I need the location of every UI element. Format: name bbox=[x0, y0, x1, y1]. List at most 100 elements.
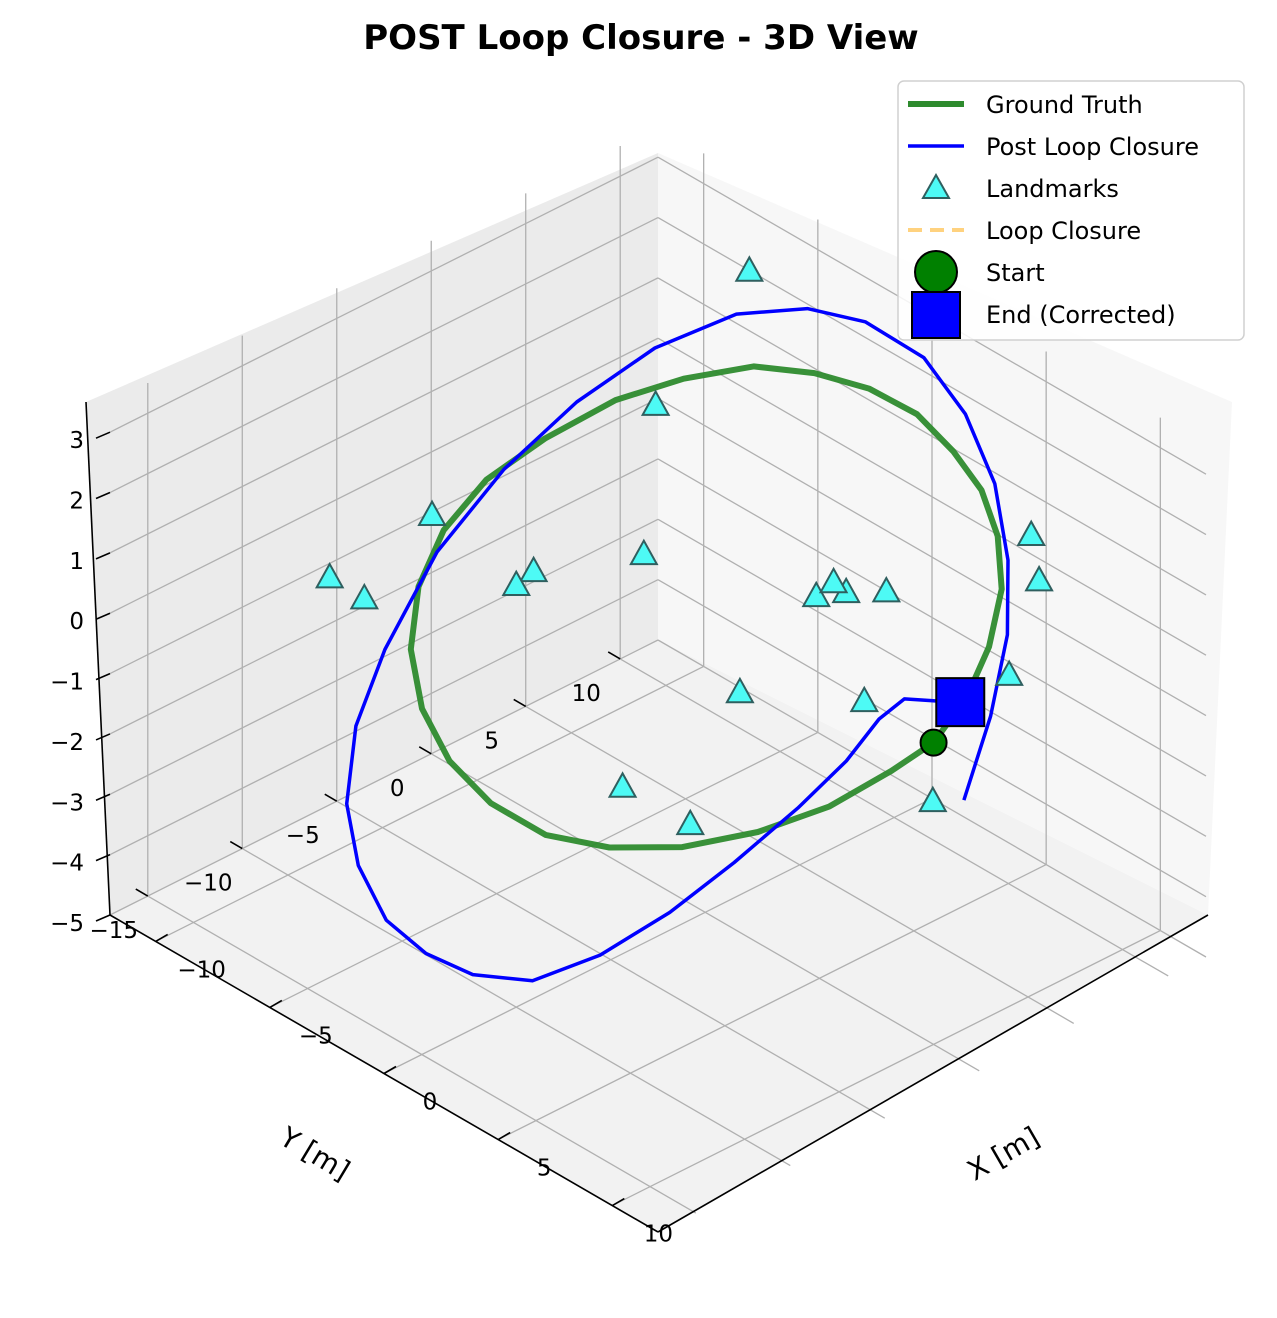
y-tick-label: 10 bbox=[572, 681, 601, 707]
x-tick-label: 0 bbox=[423, 1090, 438, 1116]
y-tick-mark bbox=[513, 698, 527, 708]
z-tick-label: −5 bbox=[50, 911, 84, 937]
legend-label: Loop Closure bbox=[986, 217, 1141, 245]
x-tick-label: 5 bbox=[537, 1156, 552, 1182]
grid-line-y-floor bbox=[147, 895, 697, 1214]
grid-line-z-right bbox=[657, 458, 1207, 777]
landmark-point bbox=[349, 582, 380, 610]
legend-key-triangle bbox=[921, 172, 951, 199]
grid-line-x-floor bbox=[269, 731, 819, 1009]
x-tick-mark bbox=[611, 1197, 625, 1207]
legend-label: Landmarks bbox=[986, 175, 1119, 203]
grid-line-x-floor bbox=[497, 863, 1047, 1141]
y-tick-mark bbox=[324, 793, 338, 802]
landmark-point bbox=[994, 659, 1024, 686]
landmark-point bbox=[818, 566, 849, 594]
grid-line-z-left bbox=[109, 579, 659, 856]
grid-line-y-floor bbox=[430, 753, 980, 1072]
x-tick-mark bbox=[497, 1131, 511, 1141]
x-tick-label: −5 bbox=[299, 1023, 333, 1049]
z-axis-line bbox=[85, 401, 111, 916]
z-tick-mark bbox=[95, 793, 111, 802]
y-axis-label: Y [m] bbox=[273, 1120, 355, 1188]
landmark-point bbox=[417, 499, 447, 527]
z-tick-label: −1 bbox=[50, 670, 84, 696]
x-tick-mark bbox=[269, 999, 283, 1009]
z-tick-label: 1 bbox=[69, 549, 84, 575]
z-tick-mark bbox=[95, 491, 111, 500]
y-tick-label: −15 bbox=[90, 918, 139, 944]
y-tick-label: −5 bbox=[286, 823, 320, 849]
grid-line-x-floor bbox=[383, 797, 933, 1075]
left-pane bbox=[86, 153, 658, 915]
legend-box bbox=[897, 80, 1245, 341]
landmark-point bbox=[501, 569, 531, 597]
grid-line-y-floor bbox=[619, 658, 1169, 977]
z-tick-label: −4 bbox=[50, 851, 84, 877]
grid-line-x-floor bbox=[155, 665, 704, 942]
y-tick-label: 5 bbox=[484, 728, 499, 754]
chart-title: POST Loop Closure - 3D View bbox=[363, 18, 918, 58]
legend-label: Ground Truth bbox=[986, 91, 1143, 119]
grid-line-y-floor bbox=[336, 800, 886, 1119]
series-group bbox=[314, 255, 1054, 983]
y-tick-mark bbox=[607, 651, 621, 660]
start-marker bbox=[919, 728, 948, 757]
legend-key-circle bbox=[914, 250, 958, 294]
end-marker bbox=[935, 677, 986, 728]
z-tick-mark bbox=[95, 733, 111, 741]
landmark-point bbox=[1024, 564, 1054, 592]
x-tick-mark bbox=[383, 1065, 397, 1075]
z-tick-mark bbox=[95, 552, 111, 560]
grid-line-y-floor bbox=[241, 848, 791, 1167]
grid-line-z-left bbox=[109, 156, 659, 433]
z-tick-label: 0 bbox=[69, 609, 84, 635]
x-tick-mark bbox=[155, 933, 169, 943]
z-tick-mark bbox=[95, 853, 111, 862]
grid-line-z-left bbox=[109, 639, 659, 916]
legend-label: Post Loop Closure bbox=[986, 133, 1199, 161]
series-line-post-loop-closure bbox=[344, 306, 1010, 983]
z-tick-mark bbox=[95, 914, 111, 922]
landmark-point bbox=[918, 785, 948, 813]
x-tick-label: −10 bbox=[177, 957, 226, 983]
grid-line-z-left bbox=[109, 277, 659, 554]
grid-line-z-right bbox=[657, 337, 1207, 656]
z-tick-label: 2 bbox=[69, 489, 84, 515]
legend: Ground Truth Post Loop Closure Landmarks Lo… bbox=[897, 80, 1245, 341]
legend-label: End (Corrected) bbox=[986, 301, 1176, 329]
grid-line-z-left bbox=[109, 398, 659, 675]
z-tick-mark bbox=[95, 672, 111, 681]
grid-line-z-left bbox=[109, 458, 659, 735]
z-tick-label: −2 bbox=[50, 730, 84, 756]
landmark-point bbox=[871, 575, 902, 603]
landmark-point bbox=[675, 808, 705, 836]
grid-line-z-left bbox=[109, 337, 659, 614]
landmark-point bbox=[725, 676, 755, 704]
y-tick-mark bbox=[135, 888, 149, 897]
legend-key-square bbox=[911, 291, 961, 339]
grid-line-z-right bbox=[657, 398, 1207, 717]
y-tick-mark bbox=[418, 746, 432, 755]
landmark-point bbox=[801, 580, 831, 608]
x-axis-line bbox=[657, 914, 1209, 1233]
z-tick-mark bbox=[95, 431, 111, 439]
landmark-point bbox=[518, 555, 549, 583]
grid-line-z-right bbox=[657, 518, 1207, 837]
landmark-point bbox=[607, 771, 638, 798]
grid-line-y-floor bbox=[525, 705, 1075, 1024]
legend-label: Start bbox=[986, 259, 1045, 287]
x-tick-label: 10 bbox=[644, 1222, 673, 1248]
grid-line-x-floor bbox=[612, 930, 1161, 1207]
landmark-point bbox=[314, 561, 345, 589]
y-tick-mark bbox=[229, 840, 243, 850]
landmark-point bbox=[640, 389, 671, 416]
landmark-point bbox=[1016, 519, 1046, 546]
right-pane bbox=[658, 153, 1232, 915]
z-tick-label: −3 bbox=[50, 790, 84, 816]
marker-group bbox=[919, 677, 986, 757]
grid-line-z-right bbox=[657, 277, 1207, 596]
x-axis-label: X [m] bbox=[962, 1120, 1045, 1187]
